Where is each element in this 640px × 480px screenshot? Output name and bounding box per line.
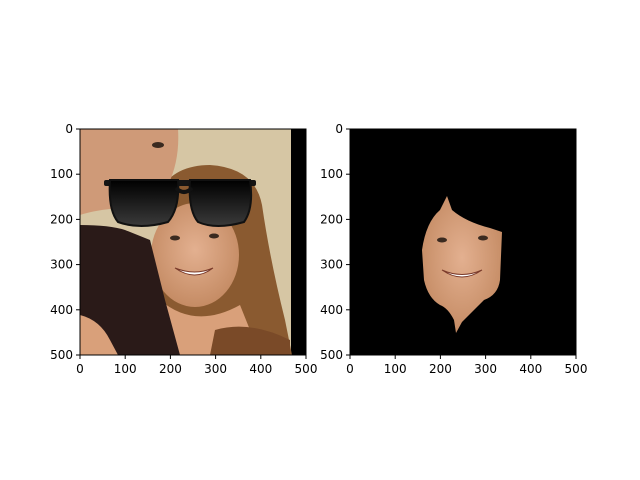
- x-tick-label: 100: [114, 362, 137, 376]
- y-tick-label: 100: [320, 167, 343, 181]
- left-image: [80, 129, 306, 355]
- y-tick-label: 0: [335, 122, 343, 136]
- y-tick-label: 400: [50, 303, 73, 317]
- y-tick-label: 200: [50, 212, 73, 226]
- x-tick-label: 200: [429, 362, 452, 376]
- x-tick-label: 500: [295, 362, 318, 376]
- x-tick-label: 400: [249, 362, 272, 376]
- x-tick-label: 0: [346, 362, 354, 376]
- y-tick-label: 0: [65, 122, 73, 136]
- y-tick-label: 300: [50, 258, 73, 272]
- x-tick-label: 0: [76, 362, 84, 376]
- y-tick-label: 500: [320, 348, 343, 362]
- left-axes-frame: [79, 128, 307, 356]
- sunglasses-overlay: [104, 179, 256, 227]
- right-image: [350, 129, 576, 355]
- x-tick-label: 300: [204, 362, 227, 376]
- x-tick-label: 200: [159, 362, 182, 376]
- x-tick-label: 300: [474, 362, 497, 376]
- y-tick-label: 200: [320, 212, 343, 226]
- y-tick-label: 100: [50, 167, 73, 181]
- y-tick-label: 400: [320, 303, 343, 317]
- y-tick-label: 300: [320, 258, 343, 272]
- right-axes-frame: [349, 128, 577, 356]
- x-tick-label: 500: [565, 362, 588, 376]
- y-tick-label: 500: [50, 348, 73, 362]
- x-tick-label: 400: [519, 362, 542, 376]
- x-tick-label: 100: [384, 362, 407, 376]
